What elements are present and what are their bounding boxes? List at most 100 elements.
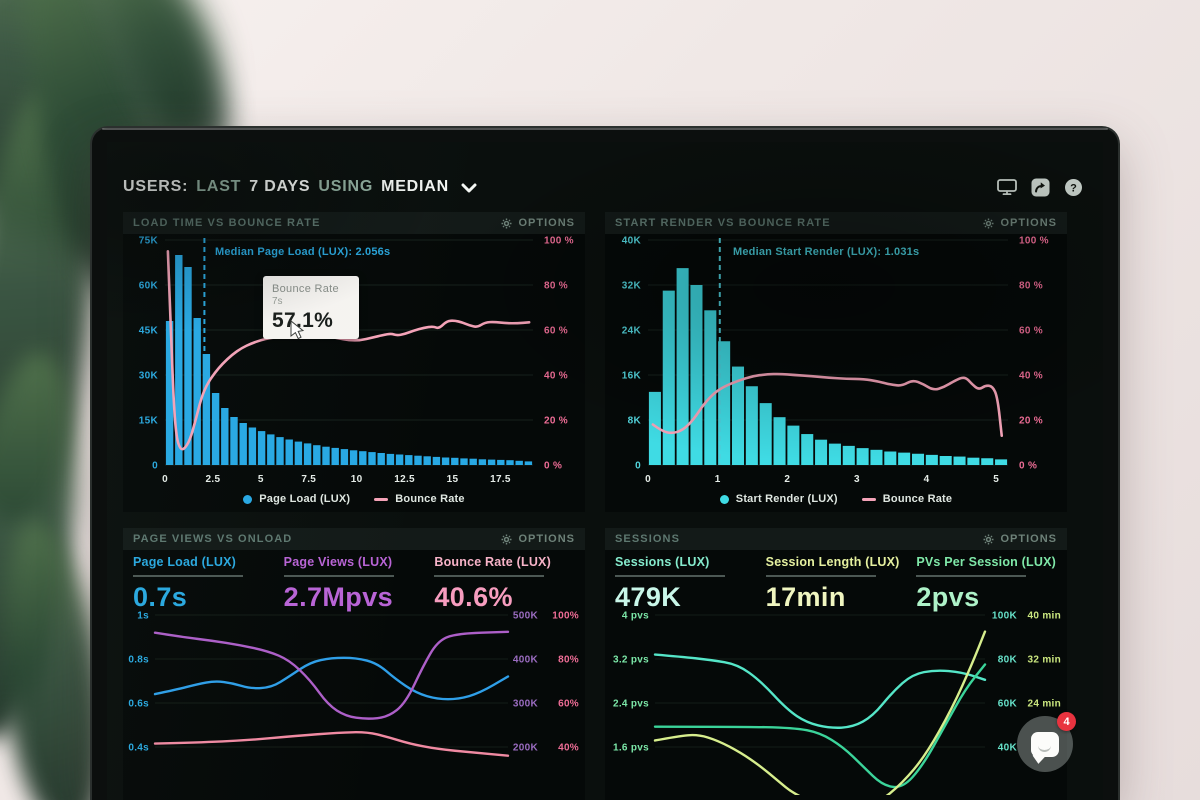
svg-text:200K: 200K (513, 743, 539, 754)
svg-text:30K: 30K (139, 371, 159, 382)
svg-text:20 %: 20 % (1019, 416, 1043, 427)
legend-line-swatch (861, 497, 876, 501)
svg-text:5: 5 (258, 474, 264, 485)
metric-bounce-rate: Bounce Rate (LUX) 40.6% (434, 555, 585, 613)
svg-text:8K: 8K (628, 416, 642, 427)
options-button[interactable]: OPTIONS (501, 217, 575, 229)
median-annotation: Median Page Load (LUX): 2.056s (215, 246, 391, 258)
users-range-dropdown[interactable]: USERS: LAST 7 DAYS USING MEDIAN (123, 178, 477, 196)
chat-unread-badge: 4 (1057, 712, 1076, 731)
svg-text:0: 0 (645, 474, 651, 485)
legend-dot-swatch (243, 494, 253, 504)
svg-text:40 %: 40 % (544, 371, 568, 382)
metric-row: Sessions (LUX) 479K Session Length (LUX)… (615, 555, 1067, 613)
svg-text:5: 5 (993, 474, 999, 485)
svg-text:24K: 24K (622, 326, 642, 337)
svg-text:20 %: 20 % (544, 416, 568, 427)
tooltip-title: Bounce Rate (272, 283, 339, 295)
metric-value: 479K (615, 582, 682, 612)
panel-header: LOAD TIME VS BOUNCE RATE OPTIONS (123, 212, 585, 234)
panel-page-views-vs-onload: PAGE VIEWS VS ONLOAD OPTIONS Page Load (… (123, 528, 585, 800)
svg-text:75K: 75K (139, 236, 159, 247)
metric-value: 2pvs (916, 582, 980, 612)
svg-text:4: 4 (924, 474, 930, 485)
legend-start-render[interactable]: Start Render (LUX) (719, 493, 838, 505)
svg-text:40K: 40K (998, 743, 1018, 754)
options-label: OPTIONS (518, 217, 575, 229)
metric-pvs-per-session: PVs Per Session (LUX) 2pvs (916, 555, 1067, 613)
chat-smile-icon (1038, 740, 1051, 752)
svg-text:2.4 pvs: 2.4 pvs (613, 699, 649, 710)
metric-row: Page Load (LUX) 0.7s Page Views (LUX) 2.… (133, 555, 585, 613)
panel-load-time-vs-bounce-rate: LOAD TIME VS BOUNCE RATE OPTIONS 75K 100 … (123, 212, 585, 512)
legend-line-swatch (374, 497, 389, 501)
laptop-lid-edge (102, 128, 1108, 130)
svg-text:15: 15 (447, 474, 459, 485)
options-label: OPTIONS (518, 533, 575, 545)
legend-bounce-rate[interactable]: Bounce Rate (374, 493, 465, 505)
panel-header: START RENDER VS BOUNCE RATE OPTIONS (605, 212, 1067, 234)
svg-text:12.5: 12.5 (394, 474, 415, 485)
metric-session-length: Session Length (LUX) 17min (765, 555, 917, 613)
legend-label: Page Load (LUX) (259, 493, 351, 505)
legend-label: Bounce Rate (882, 493, 953, 505)
svg-text:40 %: 40 % (1019, 371, 1043, 382)
svg-text:60K: 60K (998, 699, 1018, 710)
svg-text:300K: 300K (513, 699, 539, 710)
options-button[interactable]: OPTIONS (983, 217, 1057, 229)
svg-text:45K: 45K (139, 326, 159, 337)
svg-text:1.6 pvs: 1.6 pvs (613, 743, 649, 754)
svg-text:24 min: 24 min (1028, 699, 1061, 710)
chat-widget[interactable]: 4 (1017, 712, 1076, 772)
svg-text:3: 3 (854, 474, 860, 485)
metric-page-load: Page Load (LUX) 0.7s (133, 555, 284, 613)
svg-text:0.4s: 0.4s (128, 743, 149, 754)
load-time-histogram-chart: 75K 100 % 60K 80 % 45K 60 % 30K 40 % 15K 20 % 0 0 %… (139, 236, 574, 485)
help-icon[interactable]: ? (1064, 178, 1083, 197)
metric-label: Session Length (LUX) (765, 555, 900, 569)
metric-label: Sessions (LUX) (615, 555, 710, 569)
svg-text:80 %: 80 % (544, 281, 568, 292)
tooltip-value: 57.1% (272, 309, 334, 332)
gear-icon (983, 218, 994, 228)
svg-text:1: 1 (715, 474, 721, 485)
svg-text:60%: 60% (558, 699, 579, 710)
svg-text:100 %: 100 % (1019, 236, 1049, 247)
metric-underline (283, 575, 394, 577)
tooltip-subtitle: 7s (272, 296, 283, 307)
svg-text:32 min: 32 min (1028, 655, 1061, 666)
metric-label: Bounce Rate (LUX) (434, 555, 551, 569)
panel-header: PAGE VIEWS VS ONLOAD OPTIONS (123, 528, 585, 550)
options-button[interactable]: OPTIONS (501, 533, 575, 545)
panel-title: SESSIONS (615, 533, 681, 545)
metric-value: 0.7s (133, 582, 188, 612)
share-icon[interactable] (1031, 178, 1050, 197)
header-toolbar: ? (997, 178, 1083, 197)
svg-text:500K: 500K (513, 611, 539, 622)
metric-label: Page Load (LUX) (133, 555, 237, 569)
svg-text:3.2 pvs: 3.2 pvs (613, 655, 649, 666)
metric-value: 40.6% (434, 582, 513, 612)
options-button[interactable]: OPTIONS (983, 533, 1057, 545)
svg-text:10: 10 (351, 474, 363, 485)
svg-text:15K: 15K (139, 416, 159, 427)
svg-text:40K: 40K (622, 236, 642, 247)
svg-text:0: 0 (162, 474, 168, 485)
metric-page-views: Page Views (LUX) 2.7Mpvs (283, 555, 435, 613)
svg-text:100 %: 100 % (544, 236, 574, 247)
svg-text:40 min: 40 min (1028, 611, 1061, 622)
svg-text:100K: 100K (992, 611, 1018, 622)
header-segment: MEDIAN (381, 178, 449, 195)
svg-text:400K: 400K (513, 655, 539, 666)
chevron-down-icon (461, 183, 477, 193)
gear-icon (501, 534, 512, 544)
panel-sessions: SESSIONS OPTIONS Sessions (LUX) 479K (605, 528, 1067, 800)
panel-title: LOAD TIME VS BOUNCE RATE (133, 217, 321, 229)
legend-page-load[interactable]: Page Load (LUX) (243, 493, 350, 505)
metric-value: 17min (765, 582, 846, 612)
gear-icon (983, 534, 994, 544)
metric-underline (765, 575, 876, 577)
monitor-icon[interactable] (997, 179, 1017, 195)
legend-bounce-rate[interactable]: Bounce Rate (861, 493, 953, 505)
